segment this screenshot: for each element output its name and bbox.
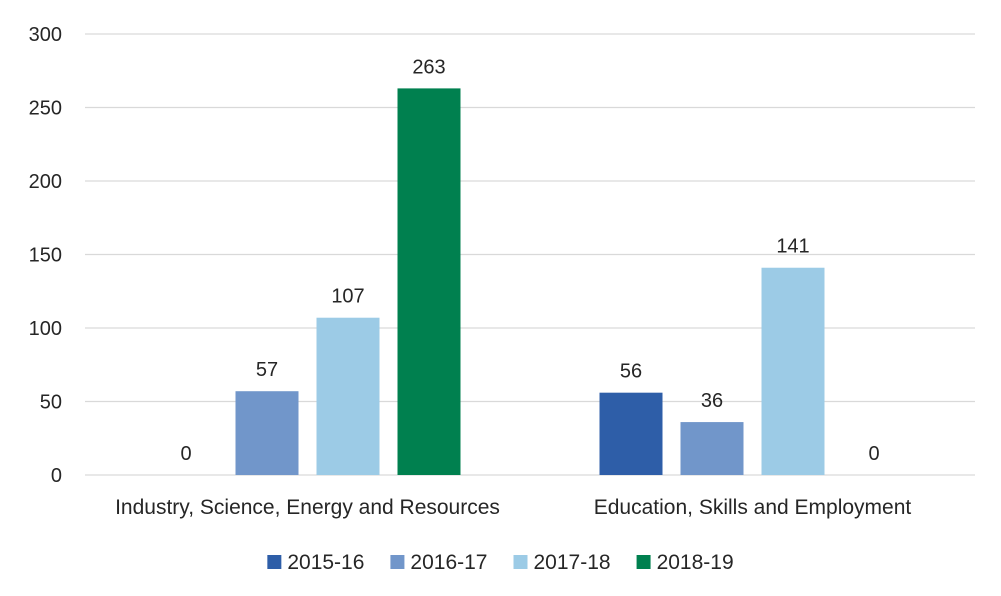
data-label: 107 [331, 286, 364, 308]
bar-2017-18-1 [761, 267, 825, 475]
legend-label: 2015-16 [287, 551, 364, 574]
bars [235, 88, 825, 475]
data-label: 0 [868, 443, 879, 465]
bar-2015-16-1 [599, 392, 663, 475]
bar-2018-19-0 [397, 88, 461, 475]
legend-swatch [513, 555, 528, 569]
x-axis-categories: Industry, Science, Energy and Resources E… [115, 496, 911, 519]
legend-swatch [267, 555, 282, 569]
category-label: Education, Skills and Employment [594, 496, 912, 519]
data-label: 0 [180, 443, 191, 465]
y-tick-label: 200 [29, 171, 62, 193]
y-tick-label: 250 [29, 98, 62, 120]
y-tick-label: 100 [29, 318, 62, 340]
y-tick-label: 300 [29, 24, 62, 46]
data-labels: 0 57 107 263 56 36 141 0 [180, 56, 879, 465]
y-axis-ticks: 0 50 100 150 200 250 300 [29, 24, 62, 487]
legend-label: 2018-19 [657, 551, 734, 574]
legend-label: 2017-18 [534, 551, 611, 574]
bar-2016-17-1 [680, 422, 744, 475]
legend: 2015-16 2016-17 2017-18 2018-19 [267, 551, 734, 574]
gridlines [85, 33, 975, 476]
y-tick-label: 50 [40, 392, 62, 414]
bar-2016-17-0 [235, 391, 299, 475]
data-label: 36 [701, 390, 723, 412]
data-label: 56 [620, 361, 642, 383]
data-label: 141 [776, 236, 809, 258]
data-label: 263 [412, 56, 445, 78]
bar-2017-18-0 [316, 317, 380, 475]
y-tick-label: 0 [51, 465, 62, 487]
legend-swatch [390, 555, 405, 569]
legend-label: 2016-17 [410, 551, 487, 574]
legend-swatch [636, 555, 651, 569]
data-label: 57 [256, 359, 278, 381]
y-tick-label: 150 [29, 245, 62, 267]
category-label: Industry, Science, Energy and Resources [115, 496, 500, 519]
